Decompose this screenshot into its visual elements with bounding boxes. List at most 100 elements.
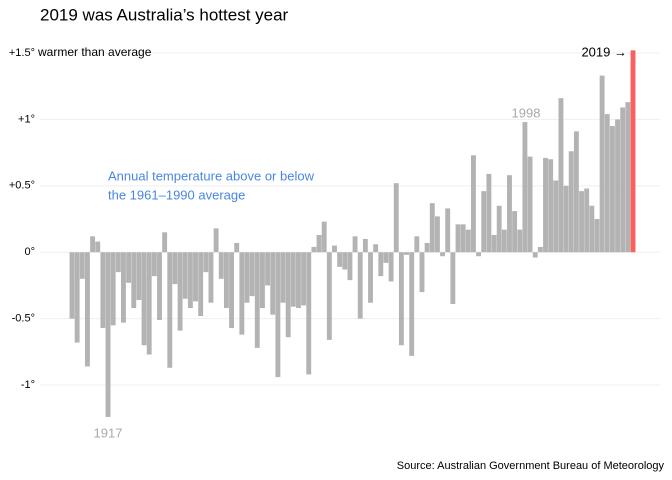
annotation: the 1961–1990 average (108, 187, 245, 202)
bar (491, 234, 497, 253)
bar (146, 252, 152, 355)
bar (208, 252, 214, 303)
bar (532, 252, 538, 258)
bar (450, 252, 456, 305)
bar (193, 252, 198, 302)
bar (259, 252, 265, 309)
bar (465, 229, 471, 253)
bar (496, 205, 502, 253)
bar (404, 252, 409, 255)
bar (579, 191, 584, 253)
bar (95, 241, 101, 253)
bar (445, 208, 451, 253)
bar (517, 229, 523, 253)
bar (254, 252, 260, 348)
bar (316, 234, 322, 253)
bar (105, 252, 111, 417)
bar (481, 191, 487, 253)
bar (368, 252, 373, 303)
bar (424, 242, 430, 253)
bar (630, 50, 636, 253)
bar (321, 221, 327, 253)
annotation: 1917 (94, 425, 123, 440)
bar (311, 246, 317, 253)
bar (74, 252, 80, 343)
bar (121, 252, 126, 323)
bar (167, 252, 173, 368)
y-tick-label: 0° (24, 246, 35, 258)
bar (548, 159, 554, 253)
bar (429, 203, 435, 253)
bar (275, 252, 281, 378)
bar (352, 236, 358, 253)
bar (373, 244, 379, 253)
bar (229, 252, 234, 328)
bar (115, 252, 121, 273)
bar (563, 185, 569, 253)
bar (110, 252, 116, 326)
bar (440, 252, 446, 257)
bar (285, 252, 291, 338)
bar (84, 252, 90, 367)
bar (383, 252, 389, 263)
bar (79, 252, 85, 279)
bar (409, 252, 415, 356)
bar (326, 252, 332, 340)
y-tick-label: +1° (18, 113, 35, 125)
bar (249, 252, 255, 297)
bar (589, 205, 595, 253)
bar (337, 252, 343, 267)
bar (471, 155, 476, 253)
bar (198, 252, 204, 316)
bar (594, 219, 600, 253)
source: Source: Australian Government Bureau of … (397, 460, 665, 472)
label-bg (2, 45, 36, 61)
bar (398, 252, 404, 346)
bar (280, 252, 286, 303)
bar (434, 216, 440, 253)
bar (126, 252, 132, 283)
bar (90, 236, 96, 253)
bar (296, 252, 301, 309)
bar (213, 228, 219, 253)
annotation: 2019 → (581, 44, 627, 59)
y-tick-label: +0.5° (9, 180, 35, 192)
chart-title: 2019 was Australia’s hottest year (40, 5, 289, 24)
bar (584, 188, 590, 253)
bar (131, 252, 137, 309)
bar (151, 252, 157, 277)
bar (234, 242, 240, 253)
bar (378, 252, 384, 277)
bar (157, 252, 162, 320)
bar (182, 252, 188, 299)
y-tick-label: -1° (21, 379, 35, 391)
annotation: 1998 (512, 105, 541, 120)
bar (414, 236, 420, 253)
annotation: Annual temperature above or below (108, 168, 315, 183)
bar (507, 175, 512, 253)
bar (172, 252, 178, 285)
bar (527, 156, 533, 253)
bar (218, 252, 224, 279)
bar (558, 98, 564, 253)
bar (455, 224, 461, 253)
bar (244, 252, 250, 303)
y-tick-label: +1.5° (9, 47, 35, 59)
bar (460, 224, 466, 253)
bar (362, 238, 368, 253)
bar (553, 180, 559, 253)
bar (537, 246, 543, 253)
bar (609, 126, 615, 253)
bar (69, 252, 75, 319)
bar (270, 252, 276, 315)
bar (388, 252, 394, 282)
bar (306, 252, 312, 375)
bar (501, 229, 507, 253)
unit-label: warmer than average (37, 45, 152, 59)
bar (342, 252, 348, 270)
bar (543, 157, 548, 253)
bar (620, 107, 626, 253)
bar (615, 119, 621, 253)
bar (239, 252, 245, 335)
